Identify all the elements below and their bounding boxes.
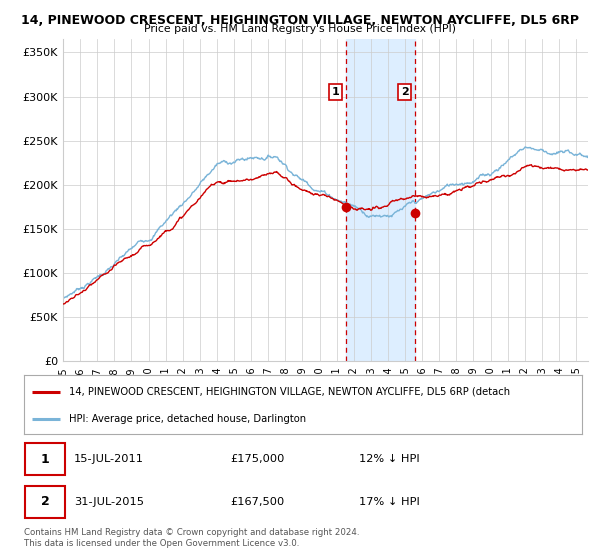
Text: Contains HM Land Registry data © Crown copyright and database right 2024.
This d: Contains HM Land Registry data © Crown c… xyxy=(24,528,359,548)
Text: 1: 1 xyxy=(332,87,340,97)
Text: 14, PINEWOOD CRESCENT, HEIGHINGTON VILLAGE, NEWTON AYCLIFFE, DL5 6RP (detach: 14, PINEWOOD CRESCENT, HEIGHINGTON VILLA… xyxy=(68,386,510,396)
Text: 12% ↓ HPI: 12% ↓ HPI xyxy=(359,454,419,464)
FancyBboxPatch shape xyxy=(25,486,65,518)
Text: Price paid vs. HM Land Registry's House Price Index (HPI): Price paid vs. HM Land Registry's House … xyxy=(144,24,456,34)
Text: HPI: Average price, detached house, Darlington: HPI: Average price, detached house, Darl… xyxy=(68,414,306,424)
Text: 31-JUL-2015: 31-JUL-2015 xyxy=(74,497,144,507)
Text: £175,000: £175,000 xyxy=(230,454,285,464)
Text: £167,500: £167,500 xyxy=(230,497,285,507)
FancyBboxPatch shape xyxy=(25,444,65,475)
Text: 2: 2 xyxy=(41,496,50,508)
Bar xyxy=(346,39,415,361)
Text: 1: 1 xyxy=(41,453,50,466)
Text: 14, PINEWOOD CRESCENT, HEIGHINGTON VILLAGE, NEWTON AYCLIFFE, DL5 6RP: 14, PINEWOOD CRESCENT, HEIGHINGTON VILLA… xyxy=(21,14,579,27)
Text: 2: 2 xyxy=(401,87,409,97)
Text: 17% ↓ HPI: 17% ↓ HPI xyxy=(359,497,419,507)
Text: 15-JUL-2011: 15-JUL-2011 xyxy=(74,454,144,464)
